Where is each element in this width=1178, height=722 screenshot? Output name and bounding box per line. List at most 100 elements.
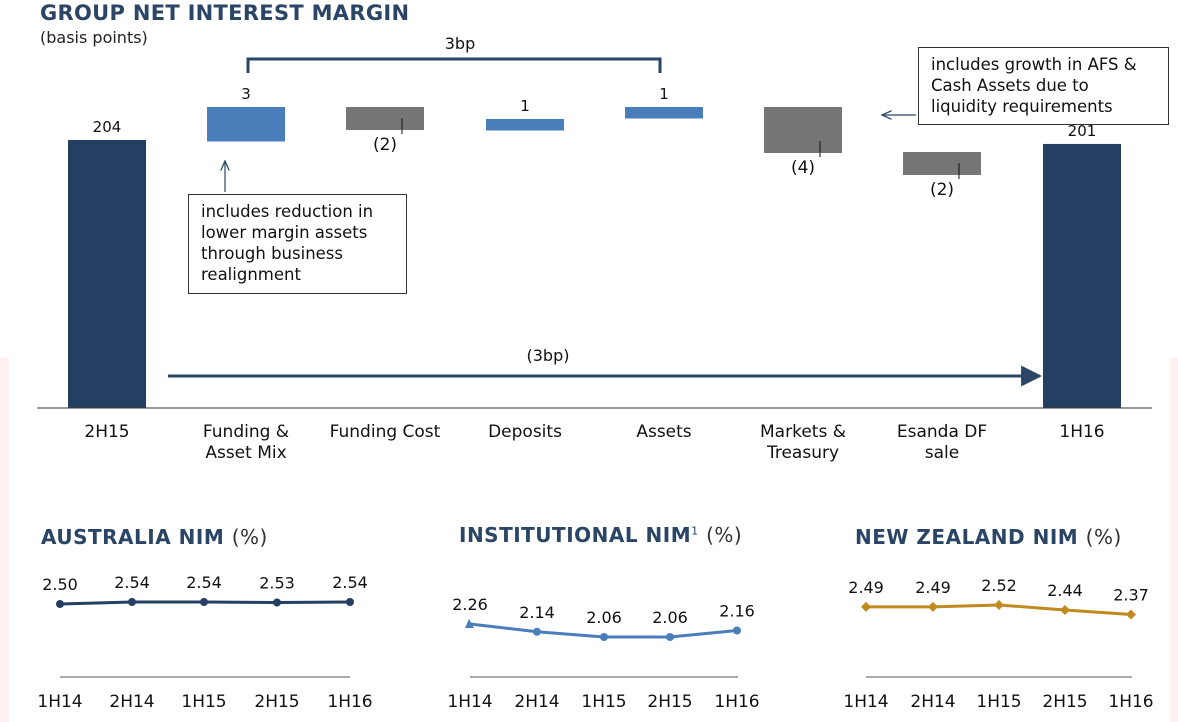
waterfall-category-label: Treasury bbox=[766, 443, 839, 463]
australia-nim-title: AUSTRALIA NIM (%) bbox=[41, 525, 268, 549]
new-zealand-nim-category-label: 2H14 bbox=[910, 692, 955, 712]
institutional-nim-point bbox=[666, 633, 674, 641]
institutional-nim-footnote: 1 bbox=[691, 524, 699, 538]
new-zealand-nim-point bbox=[1126, 609, 1136, 620]
waterfall-bar-deposits bbox=[486, 119, 564, 131]
institutional-nim-unit: (%) bbox=[706, 523, 743, 547]
waterfall-bar-funding-cost bbox=[346, 107, 424, 130]
new-zealand-nim-title-text: NEW ZEALAND NIM bbox=[855, 525, 1079, 549]
institutional-nim-value-label: 2.26 bbox=[452, 595, 488, 614]
institutional-nim-value-label: 2.06 bbox=[586, 608, 622, 627]
new-zealand-nim-title: NEW ZEALAND NIM (%) bbox=[855, 525, 1122, 549]
institutional-nim-chart: 2.26 1H14 2.14 2H14 2.06 1H15 2.06 2H15 2.16 1H16 bbox=[447, 595, 759, 712]
waterfall-bar-2h15 bbox=[68, 140, 146, 408]
waterfall-category-label: Assets bbox=[636, 422, 691, 442]
australia-nim-point bbox=[273, 598, 281, 607]
waterfall-bar-markets-treasury bbox=[764, 107, 842, 153]
annotation-line: through business bbox=[201, 244, 343, 263]
institutional-nim-point bbox=[465, 619, 474, 628]
annotation-line: includes reduction in bbox=[201, 202, 374, 221]
new-zealand-nim-value-label: 2.44 bbox=[1047, 581, 1083, 600]
waterfall-value-label: (2) bbox=[930, 180, 954, 200]
australia-nim-point bbox=[128, 598, 136, 606]
new-zealand-nim-value-label: 2.52 bbox=[981, 576, 1017, 595]
institutional-nim-category-label: 1H15 bbox=[581, 692, 626, 712]
waterfall-category-label: 1H16 bbox=[1059, 422, 1104, 442]
new-zealand-nim-category-label: 1H14 bbox=[843, 692, 888, 712]
australia-nim-category-label: 1H16 bbox=[327, 692, 372, 712]
australia-nim-value-label: 2.54 bbox=[186, 573, 222, 592]
new-zealand-nim-category-label: 1H16 bbox=[1108, 692, 1153, 712]
australia-nim-category-label: 1H14 bbox=[37, 692, 82, 712]
waterfall-bar-esanda-df-sale bbox=[903, 152, 981, 175]
annotation-line: Cash Assets due to bbox=[931, 76, 1089, 95]
waterfall-bar-assets bbox=[625, 107, 703, 119]
left-edge-tint bbox=[0, 358, 9, 722]
institutional-nim-value-label: 2.14 bbox=[519, 603, 555, 622]
bracket-label: 3bp bbox=[445, 34, 476, 53]
new-zealand-nim-point bbox=[994, 600, 1004, 610]
waterfall-subtitle: (basis points) bbox=[40, 28, 148, 47]
annotation-line: liquidity requirements bbox=[931, 97, 1113, 116]
waterfall-title: GROUP NET INTEREST MARGIN bbox=[40, 1, 410, 25]
annotation-box-funding: includes reduction in lower margin assets… bbox=[188, 194, 407, 294]
australia-nim-title-text: AUSTRALIA NIM bbox=[41, 525, 225, 549]
waterfall-category-label: 2H15 bbox=[84, 422, 129, 442]
waterfall-category-label: Esanda DF bbox=[897, 422, 987, 442]
australia-nim-point bbox=[200, 598, 208, 606]
australia-nim-category-label: 2H15 bbox=[254, 692, 299, 712]
annotation-line: realignment bbox=[201, 265, 301, 284]
australia-nim-value-label: 2.54 bbox=[332, 573, 368, 592]
waterfall-value-label: (2) bbox=[373, 135, 397, 155]
annotation-line: includes growth in AFS & bbox=[931, 55, 1137, 74]
institutional-nim-category-label: 2H14 bbox=[514, 692, 559, 712]
annotation-box-markets: includes growth in AFS & Cash Assets due … bbox=[918, 47, 1169, 125]
new-zealand-nim-point bbox=[928, 601, 938, 612]
australia-nim-value-label: 2.54 bbox=[114, 573, 150, 592]
new-zealand-nim-unit: (%) bbox=[1085, 525, 1122, 549]
overall-change-label: (3bp) bbox=[527, 346, 570, 365]
waterfall-value-label: 201 bbox=[1068, 122, 1097, 140]
institutional-nim-category-label: 1H14 bbox=[447, 692, 492, 712]
waterfall-category-label: sale bbox=[925, 443, 959, 463]
australia-nim-category-label: 1H15 bbox=[181, 692, 226, 712]
new-zealand-nim-category-label: 2H15 bbox=[1042, 692, 1087, 712]
waterfall-category-label: Funding & bbox=[203, 422, 289, 442]
annotation-line: lower margin assets bbox=[201, 223, 368, 242]
institutional-nim-point bbox=[533, 627, 541, 636]
new-zealand-nim-value-label: 2.49 bbox=[915, 578, 951, 597]
right-edge-tint bbox=[1170, 358, 1178, 722]
australia-nim-category-label: 2H14 bbox=[109, 692, 154, 712]
institutional-nim-value-label: 2.16 bbox=[719, 602, 755, 621]
australia-nim-point bbox=[346, 598, 354, 606]
australia-nim-point bbox=[56, 600, 64, 608]
institutional-nim-value-label: 2.06 bbox=[652, 608, 688, 627]
waterfall-category-label: Asset Mix bbox=[205, 443, 286, 463]
new-zealand-nim-point bbox=[1060, 605, 1070, 616]
new-zealand-nim-chart: 2.49 1H14 2.49 2H14 2.52 1H15 2.44 2H15 2.37 1H16 bbox=[843, 576, 1153, 712]
waterfall-value-label: 204 bbox=[93, 118, 122, 136]
new-zealand-nim-value-label: 2.37 bbox=[1113, 585, 1149, 604]
bracket-3bp bbox=[246, 57, 662, 73]
waterfall-bar-funding-asset-mix bbox=[207, 107, 285, 142]
waterfall-value-label: (4) bbox=[791, 158, 815, 178]
institutional-nim-title-text: INSTITUTIONAL NIM bbox=[459, 523, 692, 547]
new-zealand-nim-point bbox=[861, 601, 871, 612]
waterfall-value-label: 1 bbox=[520, 97, 530, 115]
new-zealand-nim-value-label: 2.49 bbox=[848, 578, 884, 597]
new-zealand-nim-category-label: 1H15 bbox=[976, 692, 1021, 712]
australia-nim-value-label: 2.53 bbox=[259, 574, 295, 593]
australia-nim-unit: (%) bbox=[231, 525, 268, 549]
waterfall-category-label: Funding Cost bbox=[330, 422, 441, 442]
australia-nim-value-label: 2.50 bbox=[42, 575, 78, 594]
waterfall-category-label: Deposits bbox=[488, 422, 562, 442]
australia-nim-chart: 2.50 1H14 2.54 2H14 2.54 1H15 2.53 2H15 2.54 1H16 bbox=[37, 573, 372, 712]
institutional-nim-category-label: 2H15 bbox=[647, 692, 692, 712]
waterfall-category-label: Markets & bbox=[760, 422, 846, 442]
institutional-nim-point bbox=[600, 633, 608, 641]
institutional-nim-title: INSTITUTIONAL NIM1 (%) bbox=[459, 523, 742, 547]
institutional-nim-point bbox=[733, 626, 741, 635]
waterfall-value-label: 3 bbox=[241, 85, 251, 103]
waterfall-value-label: 1 bbox=[659, 85, 669, 103]
